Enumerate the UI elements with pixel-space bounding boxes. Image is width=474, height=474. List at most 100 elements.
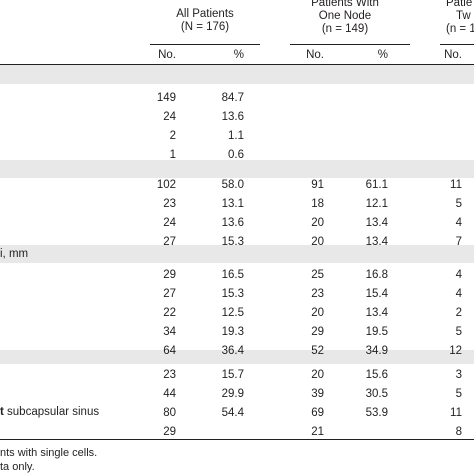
table-cell: 27	[163, 236, 176, 248]
table-cell: 27	[163, 288, 176, 300]
header-bottom-rule	[0, 64, 474, 65]
header-two-nodes-count: (n = 1	[446, 23, 474, 35]
header-one-node-count: (n = 149)	[321, 23, 369, 35]
subheader-pct-all: %	[233, 49, 244, 61]
header-underline-two	[440, 44, 474, 45]
table-cell: 16.5	[221, 269, 244, 281]
table-cell: 3	[455, 369, 462, 381]
row-label-sinus-prefix: t	[0, 406, 4, 418]
table-cell: 22	[163, 307, 176, 319]
table-cell: 24	[163, 217, 176, 229]
table-cell: 1	[169, 149, 176, 161]
table-cell: 34.9	[365, 345, 388, 357]
table-cell: 20	[311, 369, 324, 381]
section-band-3	[0, 245, 474, 263]
table-cell: 52	[311, 345, 324, 357]
table-cell: 5	[455, 388, 462, 400]
subheader-no-all: No.	[158, 49, 176, 61]
table-cell: 30.5	[365, 388, 388, 400]
table-cell: 29	[311, 326, 324, 338]
table-cell: 53.9	[365, 407, 388, 419]
table-cell: 91	[311, 179, 324, 191]
table-cell: 15.4	[365, 288, 388, 300]
table-cell: 15.3	[221, 236, 244, 248]
table-cell: 21	[311, 426, 324, 438]
table-cell: 13.4	[365, 307, 388, 319]
table-cell: 36.4	[221, 345, 244, 357]
table-cell: 5	[455, 326, 462, 338]
table-cell: 15.7	[221, 369, 244, 381]
table-cell: 20	[311, 217, 324, 229]
table-cell: 13.4	[365, 236, 388, 248]
header-underline-one	[290, 44, 410, 45]
header-two-nodes-line2: Tw	[456, 10, 471, 22]
table-cell: 24	[163, 111, 176, 123]
table-cell: 102	[156, 179, 176, 191]
table-cell: 149	[156, 92, 176, 104]
table-cell: 84.7	[221, 92, 244, 104]
table-cell: 18	[311, 198, 324, 210]
table-cell: 13.6	[221, 217, 244, 229]
table-cell: 61.1	[365, 179, 388, 191]
table-cell: 44	[163, 388, 176, 400]
footnote-2: ta only.	[0, 461, 35, 473]
header-all-patients: All Patients (N = 176)	[150, 8, 260, 34]
table-cell: 11	[450, 407, 462, 419]
table-cell: 69	[311, 407, 324, 419]
subheader-no-one: No.	[306, 49, 324, 61]
table-cell: 16.8	[365, 269, 388, 281]
subheader-no-two: No.	[444, 49, 462, 61]
table-cell: 8	[455, 426, 462, 438]
table-cell: 15.3	[221, 288, 244, 300]
header-two-nodes-line1: Patie	[446, 0, 473, 9]
table-cell: 15.6	[365, 369, 388, 381]
table-cell: 11	[450, 179, 462, 191]
header-all-patients-count: (N = 176)	[180, 21, 230, 33]
table-cell: 13.6	[221, 111, 244, 123]
table-cell: 13.1	[221, 198, 244, 210]
header-one-node-line2: One Node	[318, 10, 372, 22]
table-cell: 23	[311, 288, 324, 300]
table-cell: 39	[311, 388, 324, 400]
table-cell: 58.0	[221, 179, 244, 191]
table-cell: 29.9	[221, 388, 244, 400]
table-cell: 12	[449, 345, 462, 357]
table-cell: 19.5	[365, 326, 388, 338]
header-all-patients-title: All Patients	[176, 8, 234, 20]
row-label-sinus-rest: subcapsular sinus	[3, 406, 100, 418]
table-cell: 4	[455, 217, 462, 229]
table-cell: 0.6	[228, 149, 244, 161]
table-cell: 12.5	[221, 307, 244, 319]
table-cell: 1.1	[228, 130, 244, 142]
table-cell: 13.4	[365, 217, 388, 229]
section-band-1	[0, 65, 474, 84]
table-cell: 20	[311, 307, 324, 319]
table-cell: 29	[163, 269, 176, 281]
header-underline-all	[150, 44, 260, 45]
table-cell: 23	[163, 198, 176, 210]
subheader-pct-one: %	[377, 49, 388, 61]
table-bottom-rule	[0, 439, 474, 440]
table-cell: 5	[455, 198, 462, 210]
table-cell: 12.1	[365, 198, 388, 210]
section-band-4	[0, 350, 474, 364]
table-cell: 2	[169, 130, 176, 142]
table-cell: 4	[455, 288, 462, 300]
section-band-2	[0, 160, 474, 178]
table-cell: 34	[163, 326, 176, 338]
row-label-sinus: t subcapsular sinus	[0, 405, 99, 419]
header-two-nodes: Patie Tw (n = 1	[446, 0, 474, 36]
table-cell: 29	[163, 426, 176, 438]
table-cell: 23	[163, 369, 176, 381]
table-cell: 25	[311, 269, 324, 281]
table-cell: 80	[163, 407, 176, 419]
table-cell: 7	[455, 236, 462, 248]
table-cell: 20	[311, 236, 324, 248]
footnote-1: nts with single cells.	[0, 447, 98, 459]
header-one-node-line1: Patients With	[311, 0, 379, 9]
table-cell: 54.4	[221, 407, 244, 419]
table-cell: 64	[163, 345, 176, 357]
table-cell: 4	[455, 269, 462, 281]
table-cell: 19.3	[221, 326, 244, 338]
table-cell: 2	[455, 307, 462, 319]
